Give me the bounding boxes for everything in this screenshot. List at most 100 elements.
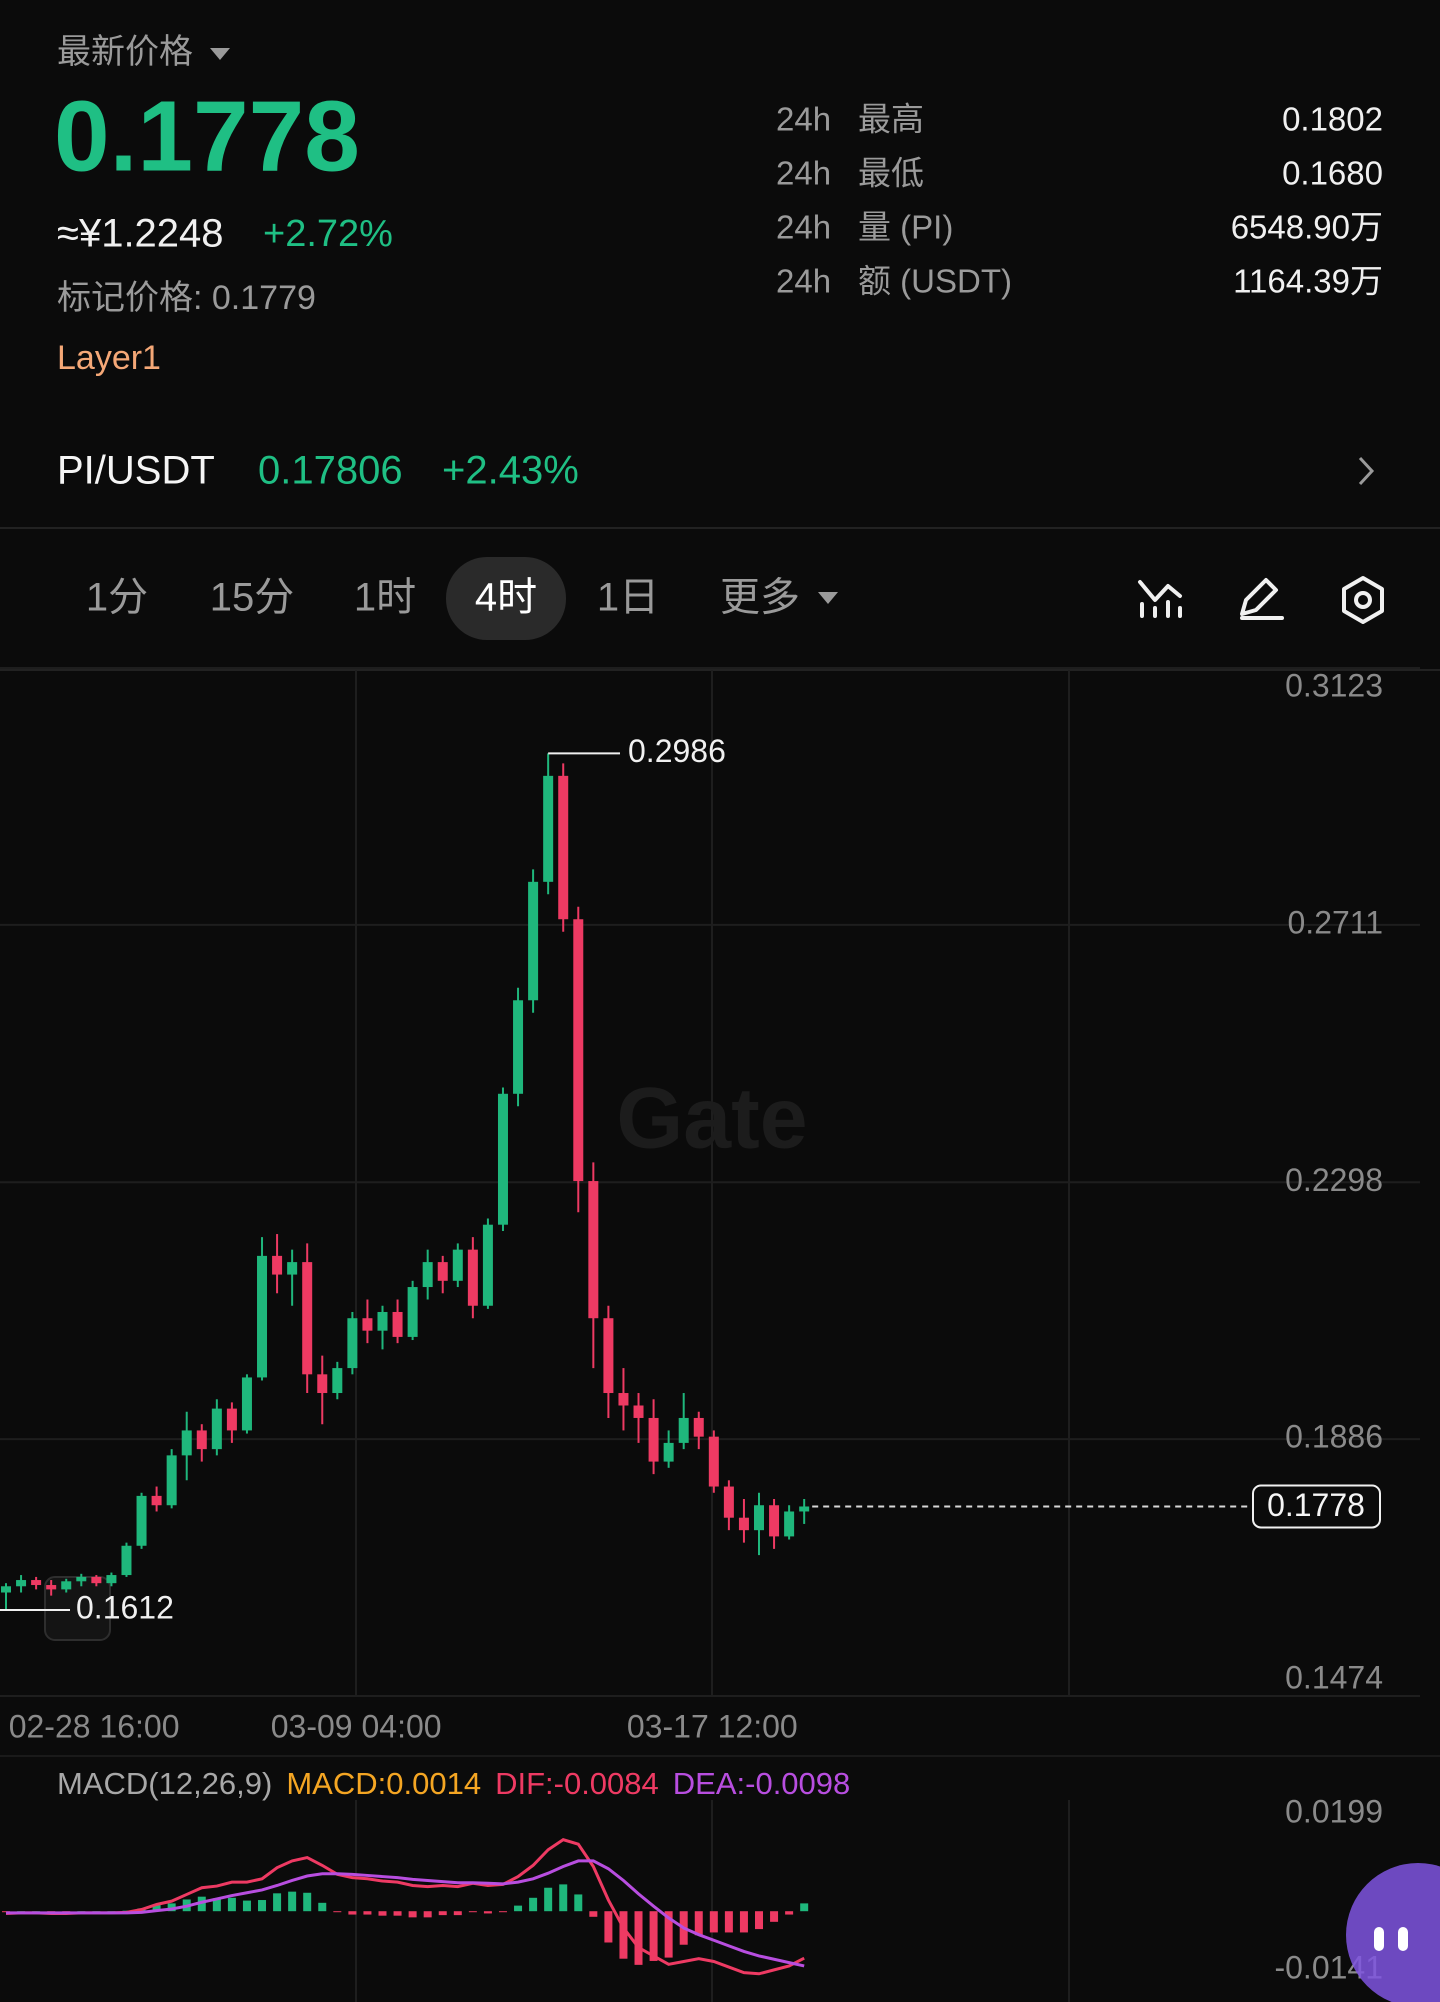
price-change: +2.72%	[263, 213, 393, 255]
macd-bar	[574, 1894, 583, 1912]
candle-body	[678, 1417, 689, 1443]
candle-body	[1, 1586, 11, 1593]
macd-bar	[770, 1911, 779, 1922]
tab[interactable]: 更多	[720, 576, 800, 620]
macd-bar	[634, 1911, 643, 1965]
macd-bar	[514, 1905, 523, 1912]
macd-bar	[242, 1900, 251, 1912]
macd-bar	[739, 1911, 748, 1933]
tag[interactable]: Layer1	[57, 339, 161, 377]
assistant-eye[interactable]	[1374, 1927, 1384, 1951]
macd-bar	[227, 1897, 236, 1912]
max-label: 0.2986	[628, 733, 726, 769]
min-label: 0.1612	[76, 1589, 174, 1625]
candle-body	[799, 1506, 810, 1512]
last-price-box	[1252, 1484, 1381, 1529]
candle-body	[754, 1505, 764, 1531]
candle-body	[784, 1511, 795, 1537]
settings-icon-center[interactable]	[1354, 591, 1372, 609]
macd-legend: MACD:0.0014	[286, 1766, 481, 1801]
assistant-bubble[interactable]	[1346, 1863, 1440, 2002]
candle-body	[362, 1318, 373, 1331]
macd-bar	[589, 1911, 598, 1917]
pair-name[interactable]: PI/USDT	[57, 449, 215, 493]
macd-bar	[258, 1900, 267, 1912]
x-tick-label: 03-09 04:00	[271, 1708, 442, 1744]
macd-bar	[800, 1903, 809, 1912]
candle-body	[452, 1249, 463, 1281]
macd-bar	[724, 1911, 733, 1933]
draw-icon[interactable]	[1240, 578, 1284, 620]
macd-bar	[303, 1892, 312, 1912]
candle-body	[136, 1495, 147, 1546]
macd-bar	[785, 1911, 794, 1915]
tab[interactable]: 1分	[86, 576, 148, 620]
price-label[interactable]: 最新价格	[57, 33, 193, 71]
macd-bar	[649, 1911, 658, 1961]
tab[interactable]: 1时	[354, 576, 416, 620]
active-tab-bg[interactable]	[446, 557, 566, 640]
candle-body	[181, 1430, 192, 1456]
candle-body	[422, 1262, 433, 1288]
candle-body	[648, 1417, 659, 1462]
interval-tabs: 1分 15分 1时 4时 1日 更多	[86, 557, 838, 640]
candle-body	[618, 1393, 629, 1406]
macd-bar	[544, 1887, 553, 1912]
candle-body	[226, 1408, 237, 1431]
candle-body	[46, 1585, 57, 1590]
assistant-eye[interactable]	[1398, 1927, 1408, 1951]
macd-bar	[559, 1884, 568, 1912]
candle-body	[769, 1505, 780, 1537]
candle-body	[497, 1093, 508, 1225]
tab[interactable]: 1日	[597, 576, 659, 620]
macd-bar	[619, 1911, 628, 1959]
indicator-icon-bars[interactable]	[1140, 600, 1182, 618]
tab[interactable]: 4时	[475, 576, 537, 620]
last-price: 0.1778	[54, 80, 360, 192]
dropdown-arrow[interactable]	[210, 48, 230, 60]
candle-body	[377, 1311, 388, 1331]
kline-chart: 0.3123 0.2711 0.2298 0.1886 0.1474 02-28 16:0…	[0, 667, 1420, 1744]
chevron[interactable]	[1358, 456, 1375, 486]
candle-body	[603, 1318, 614, 1394]
stat-label: 最低	[858, 155, 924, 192]
stat-period: 24h	[776, 263, 831, 300]
macd-legend: MACD(12,26,9)	[57, 1766, 272, 1801]
macd-bar	[273, 1893, 282, 1912]
macd-bar	[755, 1911, 763, 1930]
candle-body	[543, 775, 554, 882]
candle-body	[528, 881, 539, 1001]
macd-bar	[212, 1898, 221, 1912]
candle-body	[61, 1581, 72, 1590]
macd-bar	[288, 1891, 297, 1912]
macd-bar	[664, 1911, 673, 1958]
tab[interactable]: 15分	[210, 576, 295, 620]
macd-bar	[468, 1911, 477, 1913]
candle-body	[76, 1576, 87, 1582]
candle-body	[257, 1255, 268, 1378]
stat-label: 量 (PI)	[858, 209, 953, 246]
macd-bar	[408, 1911, 417, 1918]
pair-change[interactable]: +2.43%	[442, 449, 579, 493]
settings-icon[interactable]	[1342, 576, 1384, 624]
candle-body	[392, 1311, 403, 1337]
macd-bar	[483, 1911, 492, 1914]
candle-body	[196, 1430, 207, 1450]
candle-body	[106, 1575, 117, 1584]
macd-bar	[197, 1896, 206, 1912]
macd-bar	[453, 1911, 462, 1916]
tab-arrow[interactable]	[818, 592, 838, 604]
stat-period: 24h	[776, 101, 831, 138]
candle-body	[16, 1580, 27, 1587]
indicator-icon[interactable]	[1138, 580, 1182, 602]
macd-bar	[167, 1903, 176, 1912]
pair-price[interactable]: 0.17806	[258, 449, 403, 493]
watermark: Gate	[616, 1071, 807, 1167]
candle-body	[723, 1486, 734, 1518]
stat-period: 24h	[776, 209, 831, 246]
macd-bar	[529, 1897, 538, 1912]
candle-body	[513, 1000, 524, 1094]
candle-body	[467, 1249, 478, 1306]
tool-icons	[1138, 576, 1384, 624]
